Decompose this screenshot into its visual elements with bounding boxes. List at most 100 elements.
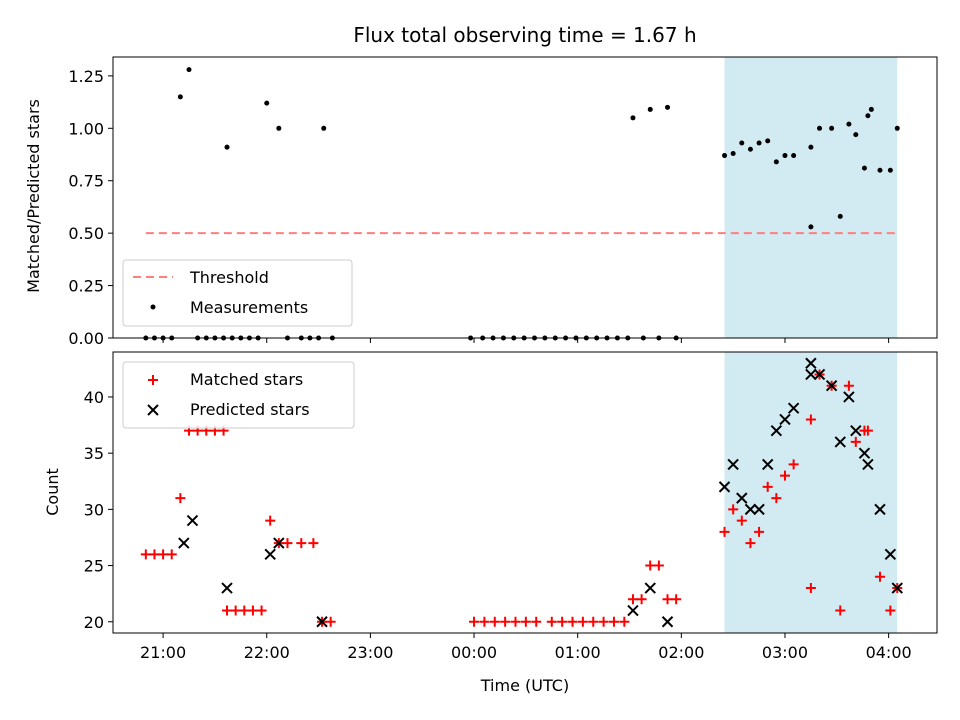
bottom-point	[727, 458, 739, 471]
bottom-point	[745, 538, 756, 549]
bottom-point	[843, 380, 854, 391]
bottom-point	[608, 616, 619, 627]
bottom-point	[770, 424, 783, 437]
bottom-point	[239, 605, 250, 616]
bottom-point	[805, 368, 817, 381]
bottom-point	[567, 616, 578, 627]
bottom-legend-box	[122, 361, 355, 429]
bottom-point	[862, 425, 873, 436]
bottom-point	[862, 458, 874, 471]
bottom-point	[754, 526, 765, 537]
bottom-point	[520, 616, 531, 627]
bottom-point	[265, 515, 276, 526]
top-point	[808, 224, 814, 230]
bottom-point	[753, 503, 765, 516]
bottom-y-tick-label: 35	[84, 444, 104, 463]
bottom-point	[728, 504, 739, 515]
bottom-point	[627, 604, 639, 617]
bottom-point	[588, 616, 599, 627]
bottom-y-tick-label: 25	[84, 557, 104, 576]
bottom-point	[230, 605, 241, 616]
top-point	[853, 132, 859, 138]
top-legend: Threshold Measurements	[122, 259, 353, 327]
bottom-point	[645, 560, 656, 571]
top-point	[791, 153, 797, 159]
top-point	[276, 125, 282, 131]
top-point	[722, 153, 728, 159]
bottom-point	[736, 492, 748, 504]
top-point	[829, 125, 835, 131]
bottom-point	[627, 594, 638, 605]
top-point	[817, 125, 823, 131]
bottom-point	[834, 436, 846, 448]
bottom-point	[186, 514, 199, 527]
bottom-x-tick-label: 02:00	[658, 643, 704, 662]
bottom-point	[158, 549, 169, 560]
bottom-point	[885, 605, 896, 616]
bottom-point	[175, 493, 186, 504]
top-point	[177, 94, 183, 100]
bottom-point	[296, 538, 307, 549]
top-point	[186, 67, 192, 73]
bottom-point	[479, 616, 490, 627]
top-legend-box	[122, 259, 353, 327]
bottom-point	[510, 616, 521, 627]
top-point	[782, 153, 788, 159]
top-y-tick-label: 0.00	[68, 329, 104, 348]
bottom-point	[835, 605, 846, 616]
top-point	[264, 100, 270, 106]
bottom-point	[178, 537, 190, 549]
bottom-point	[316, 616, 328, 628]
bottom-point	[805, 583, 816, 594]
bottom-y-axis-label: Count	[43, 468, 62, 516]
top-point	[846, 121, 852, 127]
top-point	[865, 113, 871, 119]
bottom-y-tick-label: 40	[84, 388, 104, 407]
bottom-x-tick-label: 04:00	[866, 643, 912, 662]
legend-matched-swatch	[148, 375, 158, 385]
bottom-legend: Matched stars Predicted stars	[122, 361, 355, 429]
bottom-point	[469, 616, 480, 627]
top-frame	[112, 56, 938, 339]
top-point	[630, 115, 636, 121]
bottom-point	[653, 560, 664, 571]
bottom-point	[858, 447, 871, 459]
top-y-tick-label: 0.25	[68, 277, 104, 296]
bottom-point	[500, 616, 511, 627]
top-y-tick-label: 0.75	[68, 172, 104, 191]
bottom-x-tick-label: 03:00	[762, 643, 808, 662]
bottom-point	[256, 605, 267, 616]
top-highlight-span	[724, 57, 898, 338]
bottom-point	[598, 616, 609, 627]
bottom-y-tick-label: 30	[84, 500, 104, 519]
top-y-tick-label: 1.00	[68, 119, 104, 138]
bottom-point	[762, 481, 773, 492]
bottom-point	[557, 616, 568, 627]
bottom-point	[825, 380, 838, 392]
top-point	[224, 144, 230, 150]
bottom-point	[619, 616, 630, 627]
bottom-point	[546, 616, 557, 627]
bottom-point	[531, 616, 542, 627]
legend-predicted-swatch	[147, 404, 159, 416]
chart-title: Flux total observing time = 1.67 h	[353, 23, 696, 47]
top-point	[887, 167, 893, 173]
bottom-point	[222, 605, 233, 616]
bottom-point	[273, 537, 285, 549]
bottom-point	[140, 549, 151, 560]
top-point	[808, 144, 814, 150]
bottom-point	[813, 368, 826, 381]
legend-measurements-swatch	[150, 304, 156, 310]
top-y-tick-label: 0.50	[68, 224, 104, 243]
bottom-panel: 20 25 30 35 40 21:00 22:00 23:00 00:00 01:00 02:00…	[84, 351, 938, 662]
legend-predicted-label: Predicted stars	[190, 400, 310, 419]
bottom-point	[874, 503, 886, 516]
x-axis-label: Time (UTC)	[480, 676, 569, 695]
bottom-point	[489, 616, 500, 627]
bottom-point	[805, 357, 817, 369]
bottom-point	[884, 548, 897, 561]
top-point	[773, 159, 779, 165]
bottom-point	[850, 436, 861, 447]
bottom-point	[282, 538, 293, 549]
